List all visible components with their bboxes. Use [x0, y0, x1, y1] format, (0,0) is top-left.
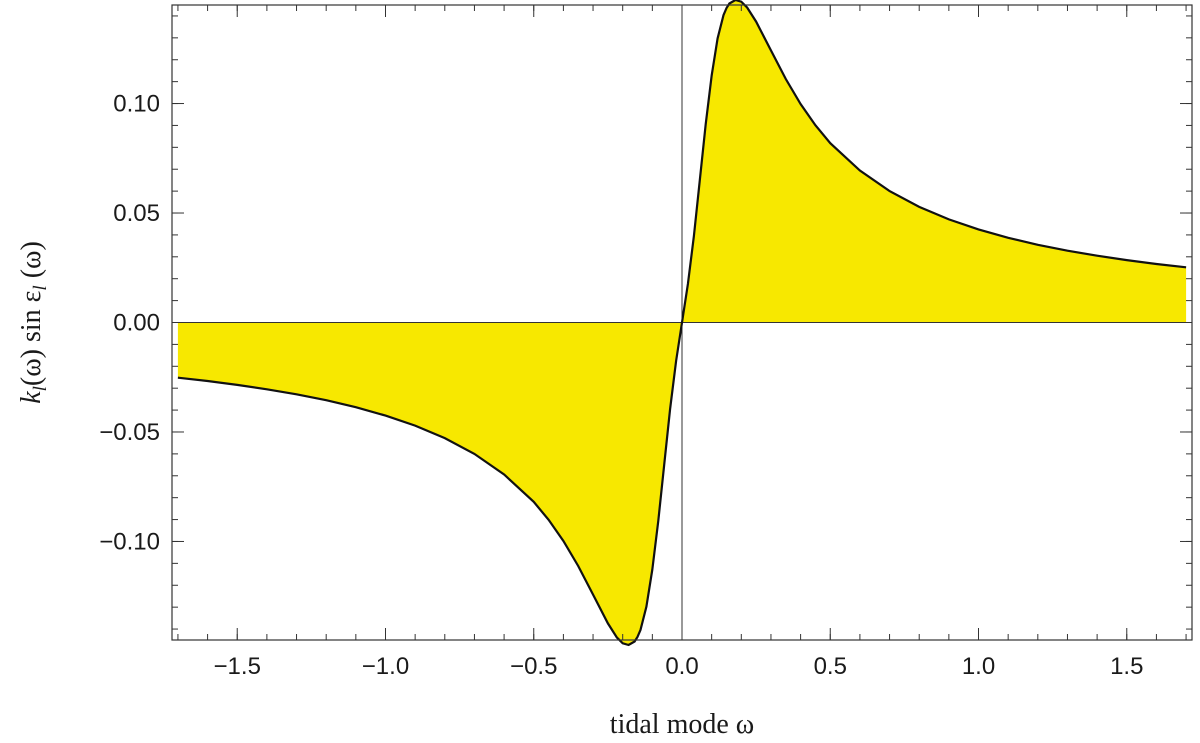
x-tick-label: −1.0	[362, 653, 409, 680]
series-line	[177, 0, 1187, 647]
y-tick-label: 0.05	[113, 200, 160, 227]
y-tick-label: −0.05	[99, 419, 160, 446]
x-tick-label: 1.5	[1110, 653, 1143, 680]
x-axis-title: tidal mode ω	[610, 709, 754, 740]
y-axis-title: kl(ω) sin εl (ω)	[16, 241, 51, 404]
y-tick-label: 0.00	[113, 310, 160, 337]
x-tick-label: 0.0	[665, 653, 698, 680]
y-tick-label: 0.10	[113, 91, 160, 118]
y-axis-ticks: 0.10 0.05 0.00 −0.05 −0.10	[99, 91, 1192, 555]
x-tick-label: 0.5	[814, 653, 847, 680]
x-tick-label: 1.0	[962, 653, 995, 680]
y-tick-label: −0.10	[99, 528, 160, 555]
x-axis-ticks: −1.5 −1.0 −0.5 0.0 0.5 1.0 1.5	[214, 5, 1143, 680]
plot-area: −1.5 −1.0 −0.5 0.0 0.5 1.0 1.5 0.10 0.05 0.00 −0.…	[99, 0, 1193, 680]
x-tick-label: −0.5	[510, 653, 557, 680]
x-tick-label: −1.5	[214, 653, 261, 680]
